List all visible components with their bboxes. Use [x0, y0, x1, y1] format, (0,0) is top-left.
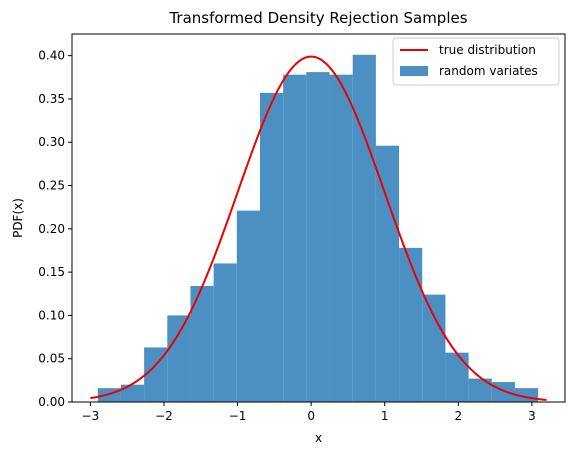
histogram-bar [329, 74, 353, 402]
x-tick-label: 1 [381, 409, 389, 423]
histogram-bar [144, 347, 168, 402]
x-tick-label: 2 [454, 409, 462, 423]
legend-label-true-distribution: true distribution [439, 43, 536, 57]
y-tick-label: 0.30 [38, 135, 65, 149]
histogram-bar [375, 145, 400, 402]
axes-frame [71, 33, 566, 403]
chart-title: Transformed Density Rejection Samples [168, 9, 467, 27]
histogram-bar [468, 378, 492, 402]
x-tick-label: 3 [528, 409, 536, 423]
histogram-bar [167, 315, 191, 402]
histogram-bar [422, 294, 446, 402]
x-axis-label: x [315, 431, 322, 445]
histogram-bar [306, 72, 330, 403]
legend-box [392, 37, 560, 86]
y-axis: 0.00 0.05 0.10 0.15 0.20 0.25 0.30 0.35 0.40 [38, 49, 72, 409]
histogram-bar [190, 285, 214, 402]
plot-area [90, 54, 547, 403]
legend: true distribution random variates [392, 37, 560, 86]
y-tick-label: 0.05 [38, 352, 65, 366]
y-tick-label: 0.25 [38, 179, 65, 193]
y-tick-label: 0.00 [38, 395, 65, 409]
y-tick-label: 0.20 [38, 222, 65, 236]
histogram-bar [399, 247, 423, 402]
y-tick-label: 0.35 [38, 92, 65, 106]
histogram-bar [260, 92, 284, 402]
histogram-bar [120, 384, 145, 402]
x-tick-label: 0 [307, 409, 315, 423]
histogram-bar [352, 54, 376, 402]
histogram-bar [283, 74, 307, 402]
histogram-bar [445, 352, 469, 402]
y-tick-label: 0.10 [38, 308, 65, 322]
x-axis: −3 −2 −1 0 1 2 3 [82, 402, 536, 423]
histogram-bar [236, 210, 261, 402]
y-axis-label: PDF(x) [11, 198, 25, 238]
legend-swatch-random-variates [400, 66, 428, 76]
y-tick-label: 0.40 [38, 49, 65, 63]
x-tick-label: −3 [82, 409, 100, 423]
histogram-bar [491, 382, 515, 402]
y-tick-label: 0.15 [38, 265, 65, 279]
true-distribution-line [90, 55, 547, 401]
histogram-bar [213, 263, 237, 402]
x-tick-label: −1 [229, 409, 247, 423]
x-tick-label: −2 [155, 409, 173, 423]
legend-label-random-variates: random variates [439, 64, 538, 78]
